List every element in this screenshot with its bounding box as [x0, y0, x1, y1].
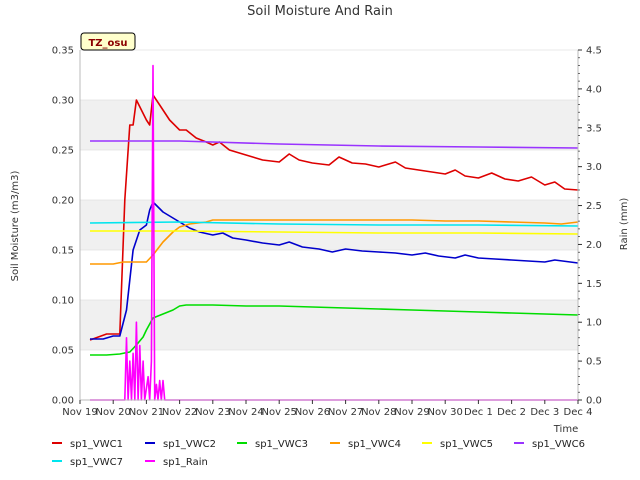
axes: 0.00 0.05 0.10 0.15 0.20 0.25 0.30 0.35 0.0 0.5 1.… — [52, 46, 602, 419]
legend-label: sp1_VWC7 — [70, 457, 123, 468]
x-tick-label: Dec 4 — [564, 407, 593, 418]
x-axis-label: Time — [553, 424, 578, 435]
x-tick-label: Dec 2 — [497, 407, 526, 418]
series-line-sp1-rain — [90, 64, 578, 401]
legend-item: sp1_Rain — [145, 457, 208, 468]
legend-label: sp1_VWC3 — [255, 439, 308, 450]
legend-item: sp1_VWC1 — [52, 439, 123, 450]
y-left-tick-label: 0.05 — [52, 346, 74, 357]
y-right-tick-label: 4.0 — [586, 84, 602, 95]
x-tick-label: Dec 1 — [464, 407, 493, 418]
y-right-tick-label: 1.0 — [586, 318, 602, 329]
y-left-tick-label: 0.35 — [52, 46, 74, 57]
y-right-tick-label: 3.0 — [586, 162, 602, 173]
y-left-tick-label: 0.10 — [52, 296, 74, 307]
chart-title: Soil Moisture And Rain — [247, 4, 393, 19]
series-line-sp1-vwc5 — [90, 230, 579, 235]
legend-label: sp1_VWC6 — [532, 439, 585, 450]
legend-item: sp1_VWC7 — [52, 457, 123, 468]
x-tick-label: Nov 25 — [261, 407, 296, 418]
y-right-tick-label: 4.5 — [586, 46, 602, 57]
series-lines — [89, 64, 579, 401]
legend-item: sp1_VWC6 — [514, 439, 585, 450]
y-right-tick-label: 2.0 — [586, 240, 602, 251]
x-tick-label: Nov 20 — [95, 407, 130, 418]
legend-label: sp1_Rain — [163, 457, 208, 468]
legend-label: sp1_VWC1 — [70, 439, 123, 450]
y-right-tick-label: 2.5 — [586, 201, 602, 212]
series-line-sp1-vwc2 — [90, 201, 579, 340]
series-line-sp1-vwc6 — [90, 140, 579, 149]
y-left-tick-label: 0.00 — [52, 396, 74, 407]
x-tick-label: Nov 28 — [361, 407, 396, 418]
x-tick-label: Nov 23 — [195, 407, 230, 418]
y-right-tick-label: 1.5 — [586, 279, 602, 290]
grid-band — [80, 300, 578, 350]
legend-item: sp1_VWC3 — [237, 439, 308, 450]
site-tag: TZ_osu — [80, 32, 136, 51]
x-tick-label: Nov 24 — [228, 407, 263, 418]
legend: sp1_VWC1 sp1_VWC2 sp1_VWC3 sp1_VWC4 sp1_VWC5… — [52, 439, 585, 468]
y-left-tick-label: 0.15 — [52, 246, 74, 257]
x-tick-label: Nov 22 — [162, 407, 197, 418]
y-left-tick-label: 0.20 — [52, 196, 74, 207]
y-axis-left-label: Soil Moisture (m3/m3) — [10, 171, 21, 282]
y-right-tick-label: 0.0 — [586, 396, 602, 407]
x-tick-label: Nov 30 — [427, 407, 462, 418]
site-tag-label: TZ_osu — [88, 38, 127, 49]
legend-item: sp1_VWC2 — [145, 439, 216, 450]
series-line-sp1-vwc4 — [90, 219, 579, 265]
x-tick-label: Nov 19 — [62, 407, 97, 418]
x-tick-label: Nov 27 — [328, 407, 363, 418]
y-left-tick-label: 0.25 — [52, 146, 74, 157]
grid-band — [80, 100, 578, 150]
x-tick-label: Dec 3 — [530, 407, 559, 418]
y-right-tick-label: 3.5 — [586, 123, 602, 134]
x-tick-label: Nov 26 — [295, 407, 330, 418]
x-tick-label: Nov 29 — [394, 407, 429, 418]
legend-item: sp1_VWC5 — [422, 439, 493, 450]
y-right-tick-label: 0.5 — [586, 357, 602, 368]
x-tick-label: Nov 21 — [129, 407, 164, 418]
y-left-tick-label: 0.30 — [52, 96, 74, 107]
legend-label: sp1_VWC4 — [348, 439, 401, 450]
series-line-sp1-vwc7 — [89, 221, 579, 227]
y-axis-right-label: Rain (mm) — [619, 198, 630, 251]
series-line-sp1-vwc1 — [89, 94, 579, 341]
legend-item: sp1_VWC4 — [330, 439, 401, 450]
legend-label: sp1_VWC2 — [163, 439, 216, 450]
legend-label: sp1_VWC5 — [440, 439, 493, 450]
